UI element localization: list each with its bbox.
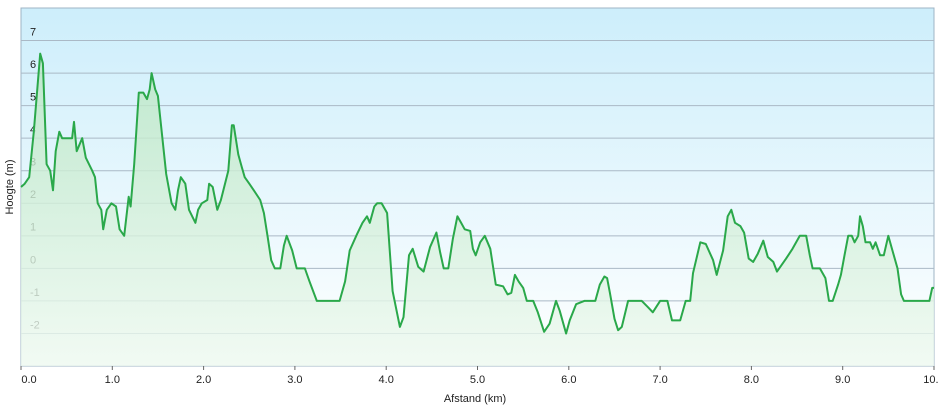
x-tick-label: 6.0 [561,374,576,386]
x-tick-label: 0.0 [21,374,36,386]
y-axis-label: Hoogte (m) [4,159,16,214]
x-tick-label: 1.0 [105,374,120,386]
x-tick-label: 8.0 [744,374,759,386]
x-tick-label: 3.0 [287,374,302,386]
y-tick-label: 7 [30,26,36,38]
line [20,52,934,335]
x-tick-label: 2.0 [196,374,211,386]
x-tick-label: 10.0 [923,374,939,386]
x-tick-label: 4.0 [379,374,394,386]
x-tick-label: 9.0 [835,374,850,386]
x-tick-label: 7.0 [652,374,667,386]
y-tick-label: 6 [30,59,36,71]
x-tick-label: 5.0 [470,374,485,386]
area [21,53,934,366]
x-axis-label: Afstand (km) [444,393,506,405]
y-tick-label: 5 [30,92,36,104]
